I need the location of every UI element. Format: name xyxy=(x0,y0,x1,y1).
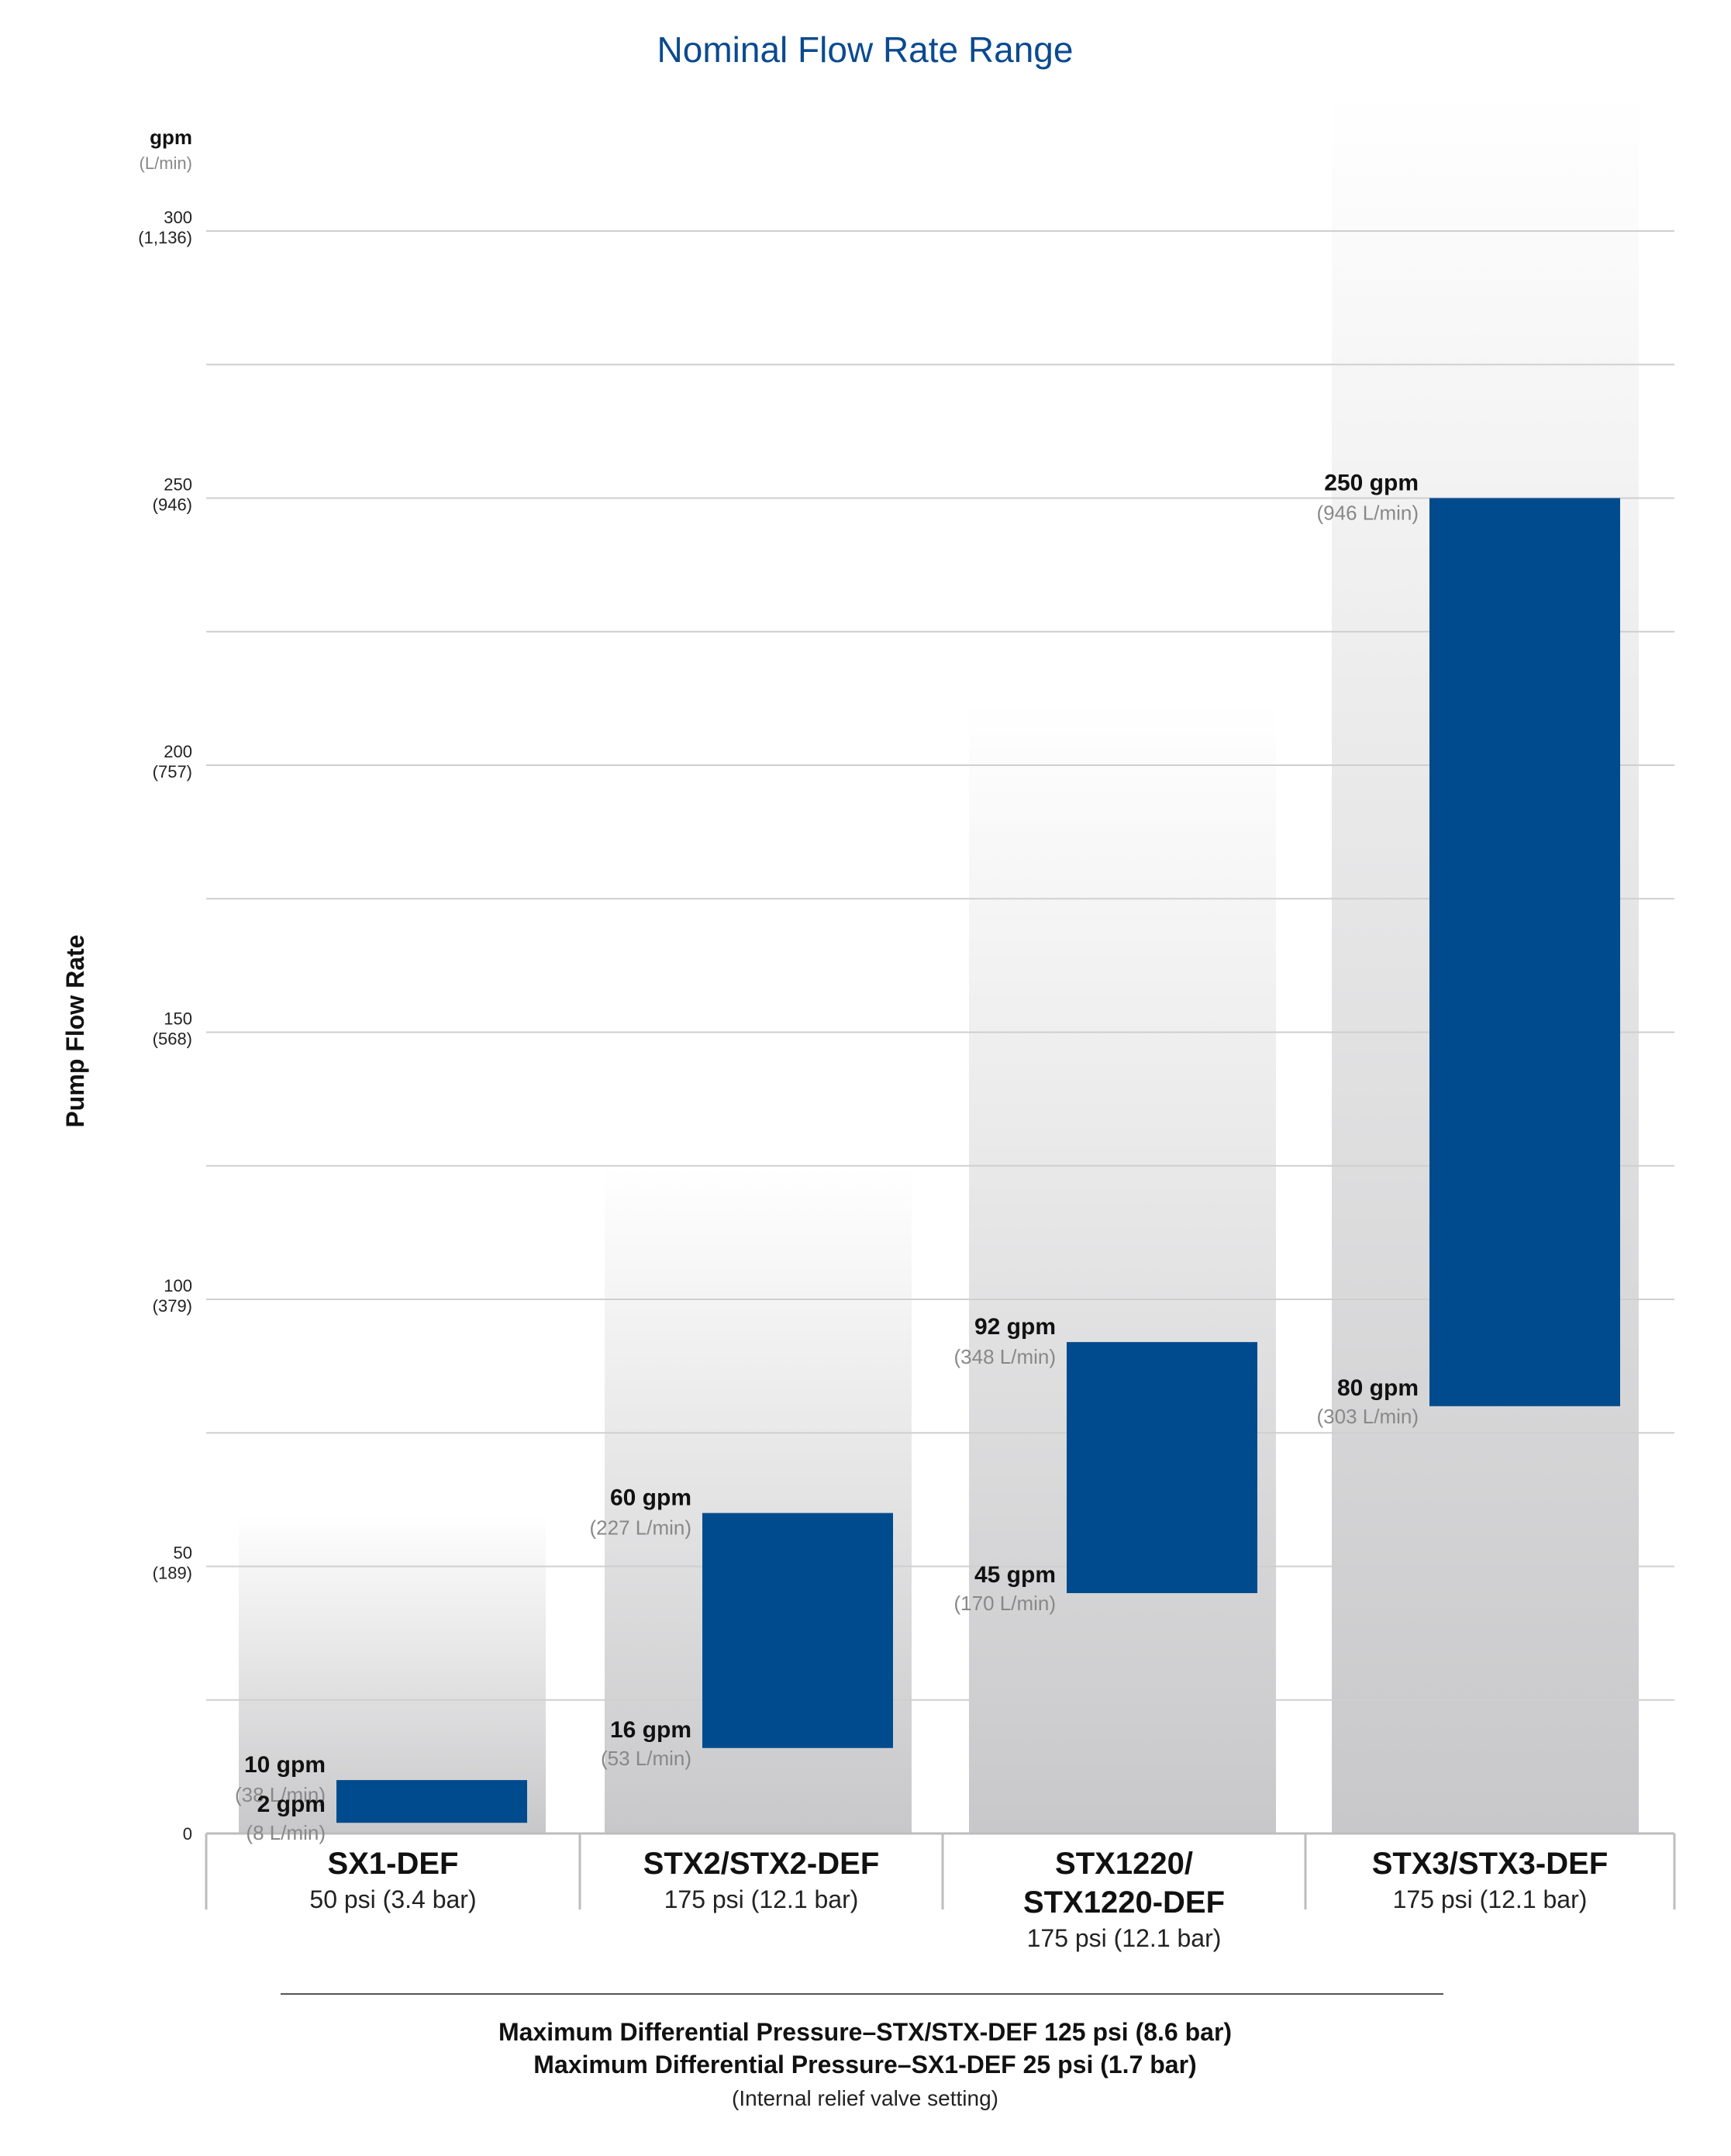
tick-label: 300 xyxy=(164,208,192,227)
tick-label-lpm: (757) xyxy=(153,762,192,781)
category-labels: SX1-DEF 50 psi (3.4 bar) STX2/STX2-DEF 175 … xyxy=(309,1847,1608,1952)
category-name: SX1-DEF xyxy=(328,1847,459,1881)
category-pressure: 175 psi (12.1 bar) xyxy=(1393,1885,1588,1913)
min-value-label: 2 gpm xyxy=(257,1792,326,1817)
min-value-lpm-label: (8 L/min) xyxy=(246,1821,326,1844)
y-unit-gpm: gpm xyxy=(150,126,192,149)
tick-label-lpm: (379) xyxy=(153,1296,192,1316)
range-bar-1 xyxy=(702,1513,893,1748)
min-value-lpm-label: (170 L/min) xyxy=(954,1592,1057,1615)
tick-label: 50 xyxy=(174,1544,192,1563)
category-pressure: 175 psi (12.1 bar) xyxy=(664,1885,859,1913)
max-value-label: 10 gpm xyxy=(244,1752,326,1778)
value-labels: 10 gpm (38 L/min)2 gpm (8 L/min) 60 gpm (227… xyxy=(235,471,1419,1845)
max-value-label: 250 gpm xyxy=(1324,471,1419,496)
tick-label-lpm: (1,136) xyxy=(138,228,192,247)
footer-line-1: Maximum Differential Pressure–STX/STX-DE… xyxy=(498,2018,1232,2046)
max-value-label: 60 gpm xyxy=(610,1485,691,1511)
footer-note: (Internal relief valve setting) xyxy=(732,2086,998,2110)
category-name: STX3/STX3-DEF xyxy=(1372,1847,1609,1881)
column-backgrounds xyxy=(239,93,1639,1833)
range-bar-0 xyxy=(336,1780,527,1823)
tick-label: 250 xyxy=(164,475,192,495)
tick-label: 150 xyxy=(164,1009,192,1029)
max-value-lpm-label: (946 L/min) xyxy=(1317,502,1419,525)
max-value-lpm-label: (227 L/min) xyxy=(590,1516,692,1540)
y-unit-lpm: (L/min) xyxy=(140,154,192,173)
range-bars xyxy=(336,498,1620,1823)
y-axis-ticks: 300(1,136) 250(946) 200(757) 150(568) 100(37… xyxy=(138,208,192,1844)
range-bar-2 xyxy=(1067,1342,1257,1593)
column-bg-2 xyxy=(969,701,1276,1833)
min-value-lpm-label: (53 L/min) xyxy=(601,1747,691,1770)
min-value-label: 16 gpm xyxy=(610,1717,691,1743)
tick-label-lpm: (189) xyxy=(153,1564,192,1583)
chart-title: Nominal Flow Rate Range xyxy=(657,29,1074,70)
tick-label: 200 xyxy=(164,742,192,761)
category-name: STX1220-DEF xyxy=(1023,1885,1225,1920)
tick-label: 100 xyxy=(164,1276,192,1295)
tick-label-lpm: (568) xyxy=(153,1030,192,1049)
tick-label: 0 xyxy=(183,1824,192,1844)
category-pressure: 50 psi (3.4 bar) xyxy=(309,1885,476,1913)
max-value-label: 92 gpm xyxy=(974,1314,1056,1340)
max-value-lpm-label: (348 L/min) xyxy=(954,1345,1057,1368)
min-value-label: 45 gpm xyxy=(974,1562,1056,1588)
category-name: STX1220/ xyxy=(1055,1847,1193,1881)
min-value-lpm-label: (303 L/min) xyxy=(1317,1405,1419,1428)
footer-line-2: Maximum Differential Pressure–SX1-DEF 25… xyxy=(533,2051,1196,2078)
category-name: STX2/STX2-DEF xyxy=(643,1847,880,1881)
min-value-label: 80 gpm xyxy=(1337,1375,1419,1401)
y-axis-label: Pump Flow Rate xyxy=(61,935,89,1128)
max-value-lpm-label: (38 L/min) xyxy=(235,1783,326,1806)
tick-label-lpm: (946) xyxy=(153,495,192,515)
category-pressure: 175 psi (12.1 bar) xyxy=(1027,1924,1222,1952)
range-bar-3 xyxy=(1429,498,1620,1406)
